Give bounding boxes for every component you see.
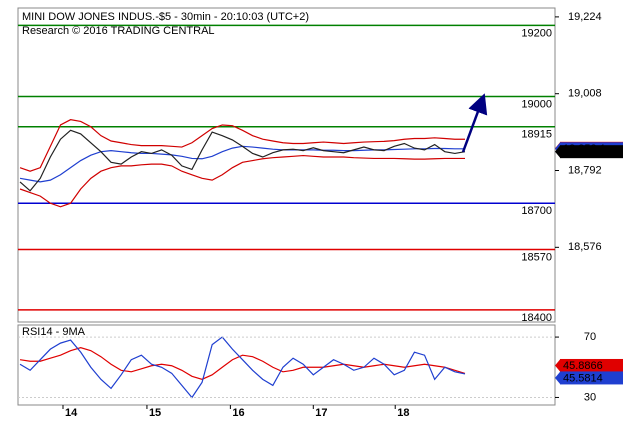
chart-title: MINI DOW JONES INDUS.-$5 - 30min - 20:10… bbox=[22, 11, 309, 23]
price-line bbox=[19, 129, 466, 192]
x-tick-label: 17 bbox=[315, 407, 327, 419]
value-box bbox=[560, 358, 623, 372]
level-label: 18700 bbox=[521, 205, 552, 217]
projection-arrow bbox=[461, 93, 488, 153]
x-tick-label: 14 bbox=[65, 407, 78, 419]
rsi-label: RSI14 - 9MA bbox=[22, 326, 86, 338]
value-pointer bbox=[555, 145, 560, 158]
x-tick-label: 15 bbox=[149, 407, 161, 419]
x-tick-label: 16 bbox=[232, 407, 244, 419]
price-panel bbox=[17, 7, 556, 323]
x-tick-label: 18 bbox=[397, 407, 409, 419]
value-box bbox=[560, 145, 623, 159]
level-label: 18570 bbox=[521, 251, 552, 263]
rsi-tick-label: 70 bbox=[584, 331, 596, 343]
value-box bbox=[560, 371, 623, 385]
rsi-tick-label: 30 bbox=[584, 391, 596, 403]
y-tick-label: 19,008 bbox=[568, 88, 602, 100]
level-label: 19000 bbox=[521, 98, 552, 110]
chart-subtitle: Research © 2016 TRADING CENTRAL bbox=[22, 25, 215, 37]
price-line bbox=[19, 154, 465, 208]
rsi-line bbox=[19, 347, 466, 380]
level-label: 18915 bbox=[521, 129, 552, 141]
value-pointer bbox=[555, 371, 560, 384]
value-box-label: 18,845 bbox=[563, 146, 597, 158]
rsi-line bbox=[19, 336, 466, 399]
value-pointer bbox=[555, 359, 560, 372]
price-line bbox=[19, 119, 465, 172]
rsi-panel bbox=[17, 324, 556, 406]
value-box-label: 45.5814 bbox=[563, 372, 603, 384]
value-box-label: 45.8866 bbox=[563, 360, 603, 372]
y-tick-label: 18,576 bbox=[568, 241, 602, 253]
y-tick-label: 19,224 bbox=[568, 11, 602, 23]
level-label: 18400 bbox=[521, 312, 552, 324]
y-tick-label: 18,792 bbox=[568, 164, 602, 176]
level-label: 19200 bbox=[521, 27, 552, 39]
